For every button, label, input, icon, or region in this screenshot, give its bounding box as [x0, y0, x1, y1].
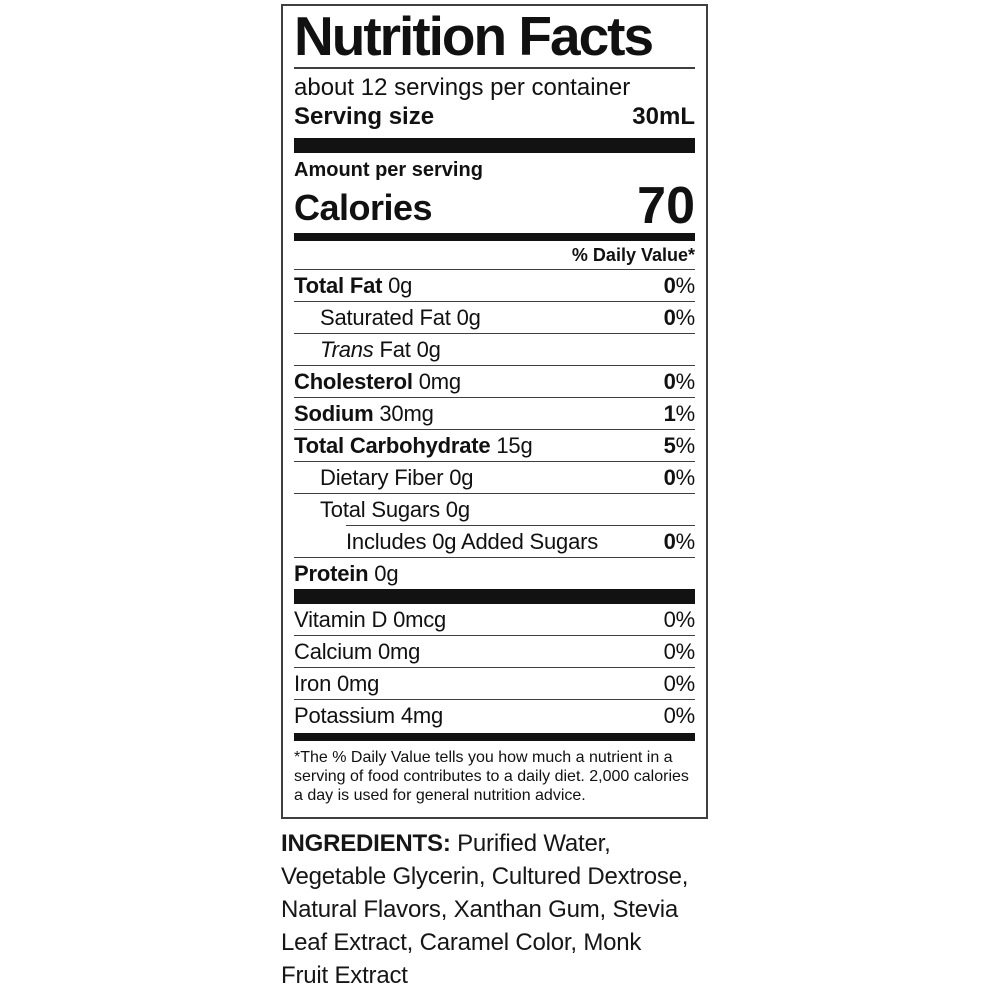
nutrient-dv: 0% — [663, 639, 696, 664]
nutrient-amount: 0g — [450, 305, 481, 330]
nutrient-row: Sodium 30mg 1% — [294, 398, 695, 430]
nutrient-dv: 1% — [663, 401, 696, 426]
nutrient-dv: 0% — [663, 671, 696, 696]
nutrient-row: Saturated Fat 0g 0% — [294, 302, 695, 334]
nutrient-dv: 0% — [663, 529, 696, 554]
nutrient-row: Total Carbohydrate 15g 5% — [294, 430, 695, 462]
separator-bar-thick — [294, 138, 695, 153]
separator-bar-thick — [294, 589, 695, 604]
nutrient-amount: 0mcg — [387, 607, 447, 632]
nutrient-amount: 0mg — [372, 639, 421, 664]
nutrient-name: Sodium — [294, 401, 374, 426]
nutrient-dv: 0% — [663, 369, 696, 394]
nutrient-dv: 0% — [663, 607, 696, 632]
nutrient-amount: Fat 0g — [373, 337, 441, 362]
serving-size-label: Serving size — [294, 103, 435, 130]
daily-value-footnote: *The % Daily Value tells you how much a … — [294, 749, 689, 804]
serving-size-value: 30mL — [632, 103, 695, 130]
nutrient-name: Calcium — [294, 639, 373, 664]
nutrient-row: Cholesterol 0mg 0% — [294, 366, 695, 398]
nutrient-name: Potassium — [294, 703, 395, 728]
amount-per-serving-label: Amount per serving — [294, 159, 483, 181]
nutrient-row: Includes 0g Added Sugars 0% — [294, 526, 695, 558]
nutrient-amount: 0g — [382, 273, 413, 298]
nutrient-dv: 5% — [663, 433, 696, 458]
nutrient-row: Total Fat 0g 0% — [294, 270, 695, 302]
nutrient-name: Protein — [294, 561, 369, 586]
nutrient-name: Total Fat — [294, 273, 383, 298]
nutrient-name: Vitamin D — [294, 607, 388, 632]
micronutrient-row: Potassium 4mg 0% — [294, 700, 695, 731]
nutrient-dv: 0% — [663, 703, 696, 728]
nutrient-name: Trans — [320, 337, 374, 362]
calories-value: 70 — [637, 177, 695, 235]
nutrient-amount: 0g — [443, 465, 474, 490]
nutrient-row: Total Sugars 0g — [294, 494, 695, 525]
nutrient-amount: 4mg — [394, 703, 444, 728]
ingredients-heading: INGREDIENTS: — [281, 830, 451, 857]
nutrient-name: Iron — [294, 671, 332, 696]
nutrient-amount: 30mg — [373, 401, 434, 426]
nutrient-row: Dietary Fiber 0g 0% — [294, 462, 695, 494]
ingredients-line: INGREDIENTS: Purified Water, — [281, 830, 611, 857]
nutrient-name: Dietary Fiber — [320, 465, 444, 490]
nutrient-name: Total Sugars — [320, 497, 440, 522]
nutrient-row: Trans Fat 0g — [294, 334, 695, 366]
nutrient-amount: 0g — [439, 497, 470, 522]
servings-per-container: about 12 servings per container — [294, 74, 631, 101]
ingredients-line: Vegetable Glycerin, Cultured Dextrose, — [281, 863, 689, 890]
nutrient-row: Protein 0g — [294, 558, 695, 589]
nutrient-amount: 0mg — [412, 369, 461, 394]
nutrient-name: Cholesterol — [294, 369, 413, 394]
micronutrient-row: Iron 0mg 0% — [294, 668, 695, 700]
serving-size-row: Serving size 30mL — [294, 102, 695, 132]
nutrient-name: Includes 0g Added Sugars — [346, 529, 599, 554]
nutrient-amount: 15g — [490, 433, 533, 458]
nutrient-dv: 0% — [663, 465, 696, 490]
nutrient-dv: 0% — [663, 305, 696, 330]
indented-rule — [346, 525, 695, 526]
micronutrient-row: Vitamin D 0mcg 0% — [294, 604, 695, 636]
calories-row: Calories 70 — [294, 177, 695, 235]
nutrient-amount: 0mg — [331, 671, 380, 696]
calories-label: Calories — [294, 187, 433, 228]
nutrient-rows: Total Fat 0g 0% Saturated Fat 0g 0% Trans Fa… — [294, 270, 695, 589]
nutrient-amount: 0g — [368, 561, 399, 586]
micronutrient-row: Calcium 0mg 0% — [294, 636, 695, 668]
ingredients-line: Natural Flavors, Xanthan Gum, Stevia — [281, 896, 678, 923]
ingredients-section: INGREDIENTS: Purified Water, Vegetable Gl… — [281, 827, 761, 992]
ingredients-line: Fruit Extract — [281, 962, 408, 989]
micronutrient-rows: Vitamin D 0mcg 0% Calcium 0mg 0% Iron 0mg 0% P… — [294, 604, 695, 731]
nutrient-dv: 0% — [663, 273, 696, 298]
ingredients-line: Leaf Extract, Caramel Color, Monk — [281, 929, 642, 956]
nutrient-name: Total Carbohydrate — [294, 433, 491, 458]
daily-value-header: % Daily Value* — [294, 241, 695, 270]
nutrition-facts-label: Nutrition Facts about 12 servings per co… — [281, 4, 708, 819]
separator-bar-medium — [294, 233, 695, 241]
nutrient-name: Saturated Fat — [320, 305, 451, 330]
separator-bar-medium — [294, 733, 695, 741]
label-title: Nutrition Facts — [294, 7, 695, 69]
